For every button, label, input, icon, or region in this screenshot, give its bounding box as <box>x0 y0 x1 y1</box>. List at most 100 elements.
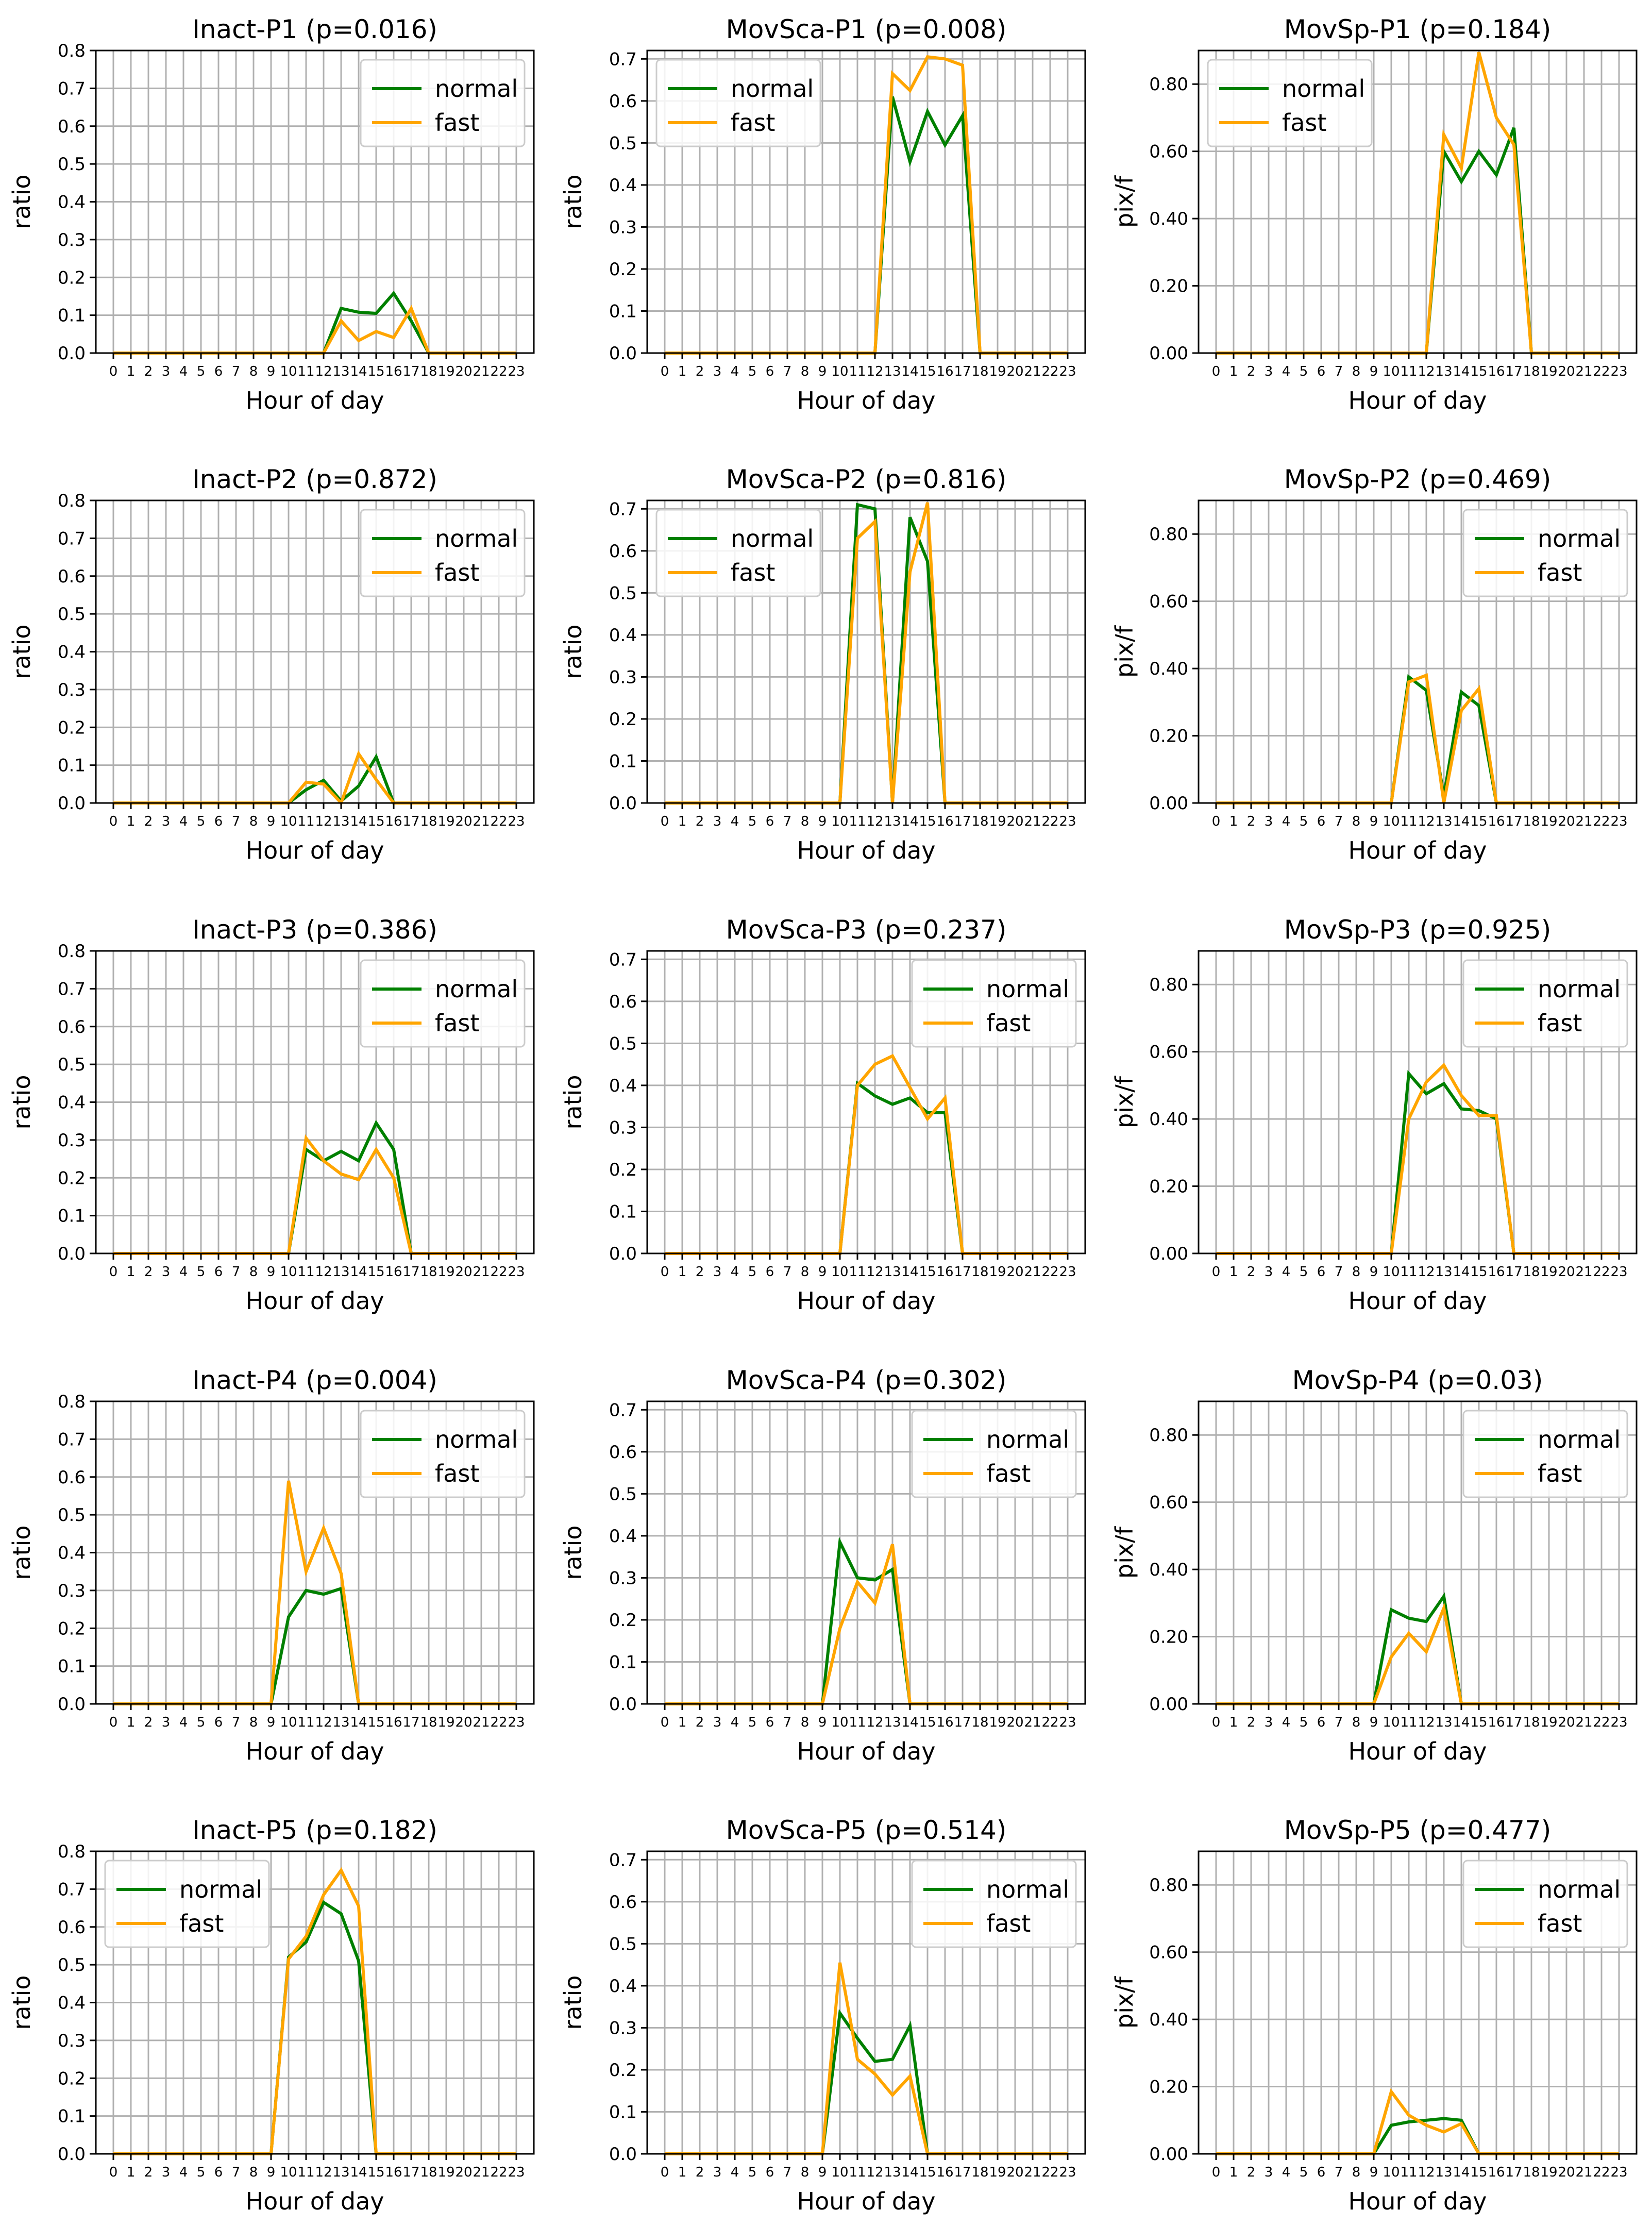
x-tick-label: 13 <box>1435 814 1452 829</box>
x-tick-label: 13 <box>1435 364 1452 379</box>
x-tick-label: 1 <box>678 364 687 379</box>
x-tick-label: 12 <box>1418 364 1435 379</box>
x-tick-label: 17 <box>954 814 971 829</box>
y-tick-label: 0.7 <box>609 49 637 70</box>
series-line-normal <box>665 1536 1068 1705</box>
x-tick-label: 22 <box>1041 814 1058 829</box>
y-tick-label: 0.60 <box>1149 142 1188 162</box>
y-tick-label: 0.1 <box>609 1652 637 1672</box>
x-tick-label: 20 <box>1006 1264 1023 1280</box>
x-tick-label: 12 <box>315 814 332 829</box>
x-tick-label: 2 <box>696 364 704 379</box>
y-tick-label: 0.6 <box>58 566 86 587</box>
x-tick-label: 0 <box>661 364 669 379</box>
x-tick-label: 10 <box>280 1264 297 1280</box>
y-tick-label: 0.0 <box>609 1694 637 1715</box>
x-tick-label: 18 <box>1523 2165 1540 2180</box>
x-tick-label: 20 <box>455 2165 472 2180</box>
chart-title: MovSp-P4 (p=0.03) <box>1292 1365 1543 1395</box>
y-tick-label: 0.80 <box>1149 1875 1188 1896</box>
x-tick-label: 2 <box>144 1264 153 1280</box>
x-tick-label: 21 <box>1575 364 1592 379</box>
x-tick-label: 8 <box>249 814 258 829</box>
y-tick-label: 0.8 <box>58 1392 86 1412</box>
y-tick-label: 0.7 <box>58 78 86 99</box>
y-tick-label: 0.7 <box>609 1400 637 1420</box>
x-axis-label: Hour of day <box>797 387 936 414</box>
x-tick-label: 20 <box>1558 2165 1575 2180</box>
x-tick-label: 17 <box>1505 364 1522 379</box>
x-tick-label: 12 <box>866 1715 883 1730</box>
legend-label-fast: fast <box>1538 1460 1582 1487</box>
x-tick-label: 7 <box>232 2165 241 2180</box>
series-line-normal <box>1216 674 1619 805</box>
x-tick-label: 3 <box>162 814 171 829</box>
x-tick-label: 0 <box>109 814 118 829</box>
y-tick-label: 0.2 <box>609 1610 637 1631</box>
y-tick-label: 0.7 <box>58 1879 86 1900</box>
legend: normal fast <box>911 959 1077 1048</box>
x-tick-label: 21 <box>473 1264 490 1280</box>
y-axis-label: pix/f <box>1110 625 1138 678</box>
y-tick-label: 0.40 <box>1149 2010 1188 2030</box>
x-tick-label: 11 <box>297 364 314 379</box>
legend-label-fast: fast <box>435 1460 479 1487</box>
x-tick-label: 8 <box>801 1715 810 1730</box>
x-tick-label: 12 <box>866 1264 883 1280</box>
x-tick-label: 8 <box>249 364 258 379</box>
x-tick-label: 18 <box>420 1264 437 1280</box>
x-tick-label: 22 <box>1041 1715 1058 1730</box>
x-tick-label: 2 <box>1247 1264 1256 1280</box>
y-tick-label: 0.3 <box>58 680 86 700</box>
x-axis-label: Hour of day <box>246 387 384 414</box>
x-tick-label: 14 <box>350 1264 367 1280</box>
x-tick-label: 15 <box>919 364 936 379</box>
x-tick-label: 13 <box>884 814 901 829</box>
legend-box <box>1462 1860 1628 1948</box>
x-tick-label: 9 <box>1370 1264 1378 1280</box>
y-axis-label: pix/f <box>1110 1976 1138 2029</box>
plot-frame <box>1198 499 1638 804</box>
chart-title: MovSp-P2 (p=0.469) <box>1284 464 1551 494</box>
legend-label-normal: normal <box>435 975 518 1003</box>
x-tick-label: 11 <box>1400 1715 1417 1730</box>
x-tick-label: 23 <box>1059 2165 1076 2180</box>
x-tick-label: 6 <box>1317 1264 1326 1280</box>
x-tick-label: 9 <box>267 2165 276 2180</box>
legend: normal fast <box>1207 59 1373 147</box>
y-tick-label: 0.40 <box>1149 1560 1188 1580</box>
plot-frame <box>1198 950 1638 1254</box>
y-tick-label: 0.1 <box>58 306 86 326</box>
x-tick-label: 15 <box>367 1264 384 1280</box>
x-tick-label: 4 <box>1282 2165 1291 2180</box>
y-tick-label: 0.4 <box>58 642 86 663</box>
x-tick-label: 2 <box>1247 1715 1256 1730</box>
x-tick-label: 21 <box>1575 814 1592 829</box>
x-tick-label: 22 <box>1041 2165 1058 2180</box>
x-tick-label: 15 <box>1470 1264 1487 1280</box>
x-tick-label: 16 <box>936 364 953 379</box>
x-tick-label: 23 <box>1059 1715 1076 1730</box>
x-tick-label: 13 <box>332 364 349 379</box>
series-line-fast <box>1216 673 1619 805</box>
x-tick-label: 22 <box>1593 814 1610 829</box>
x-tick-label: 12 <box>866 364 883 379</box>
x-tick-label: 0 <box>661 814 669 829</box>
x-tick-label: 8 <box>249 2165 258 2180</box>
x-tick-label: 23 <box>1610 814 1627 829</box>
x-tick-label: 3 <box>162 2165 171 2180</box>
legend-box <box>1462 959 1628 1048</box>
x-tick-label: 12 <box>1418 1715 1435 1730</box>
y-tick-label: 0.00 <box>1149 1694 1188 1715</box>
y-tick-label: 0.1 <box>609 751 637 772</box>
x-tick-label: 7 <box>783 1264 792 1280</box>
x-tick-label: 7 <box>1335 1715 1343 1730</box>
x-tick-label: 11 <box>297 1715 314 1730</box>
x-tick-label: 21 <box>1575 1715 1592 1730</box>
x-tick-label: 13 <box>1435 1264 1452 1280</box>
y-tick-label: 0.5 <box>58 1055 86 1075</box>
x-tick-label: 4 <box>179 814 188 829</box>
legend: normal fast <box>1462 1410 1628 1498</box>
legend-box <box>1207 59 1373 147</box>
x-axis-label: Hour of day <box>246 2187 384 2215</box>
